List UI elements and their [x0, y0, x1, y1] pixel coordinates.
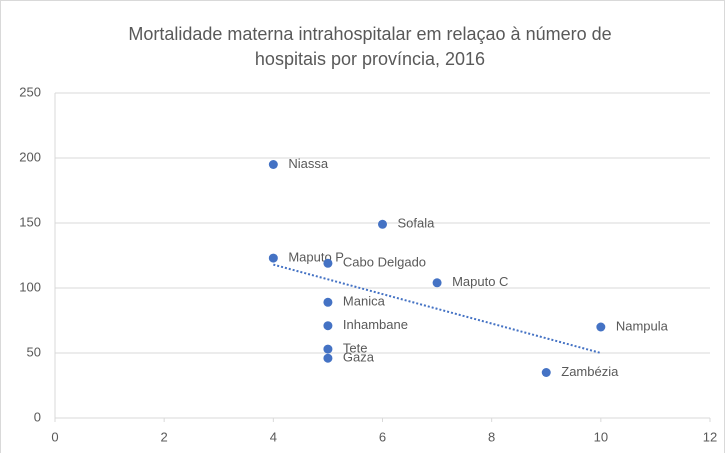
point [378, 219, 387, 229]
x-tick-label: 8 [488, 429, 495, 444]
point-label: Inhambane [343, 317, 408, 332]
point-label: Sofala [398, 216, 436, 231]
point-label: Zambézia [561, 364, 619, 379]
point [596, 322, 606, 332]
point [323, 344, 333, 354]
x-tick-label: 0 [51, 429, 58, 444]
x-tick-label: 12 [703, 429, 717, 444]
y-tick-label: 100 [19, 279, 41, 294]
point-label: Cabo Delgado [343, 255, 426, 270]
x-tick-label: 10 [594, 429, 608, 444]
y-tick-label: 0 [34, 409, 41, 424]
point [323, 321, 333, 331]
point [541, 368, 551, 377]
y-tick-label: 50 [27, 344, 41, 359]
point-label: Tete [343, 341, 368, 356]
x-tick-label: 6 [379, 429, 386, 444]
point-label: Niassa [288, 156, 329, 171]
chart-title: Mortalidade materna intrahospitalar em r… [128, 24, 611, 44]
trendline [273, 263, 602, 354]
point [268, 160, 278, 169]
point-label: Maputo C [452, 274, 508, 289]
x-tick-label: 2 [161, 429, 168, 444]
point [323, 297, 333, 307]
point [323, 353, 333, 363]
point-label: Nampula [616, 318, 669, 333]
point [323, 258, 333, 268]
y-tick-label: 250 [19, 84, 41, 99]
point-label: Maputo P [288, 250, 344, 265]
point [268, 253, 278, 263]
point-label: Gaza [343, 350, 375, 365]
chart-title: hospitais por província, 2016 [255, 49, 485, 69]
x-tick-label: 4 [270, 429, 277, 444]
point [432, 278, 442, 288]
point-label: Manica [343, 294, 386, 309]
y-tick-label: 200 [19, 149, 41, 164]
y-tick-label: 150 [19, 214, 41, 229]
